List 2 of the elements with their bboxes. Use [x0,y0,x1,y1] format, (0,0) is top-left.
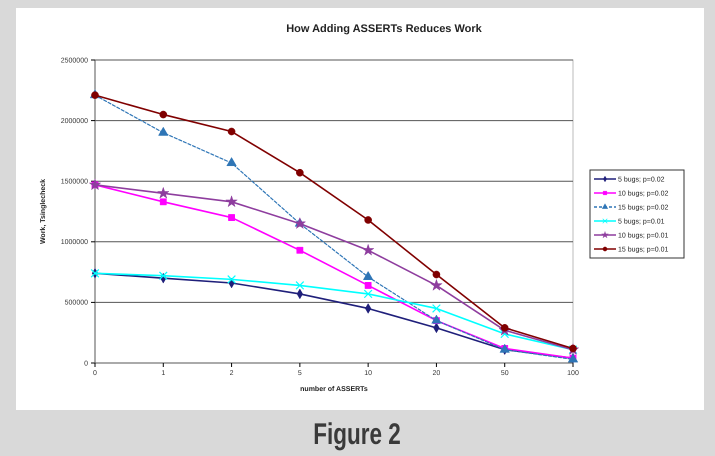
chart-title: How Adding ASSERTs Reduces Work [286,23,483,35]
caption: Figure 2 [313,416,401,451]
